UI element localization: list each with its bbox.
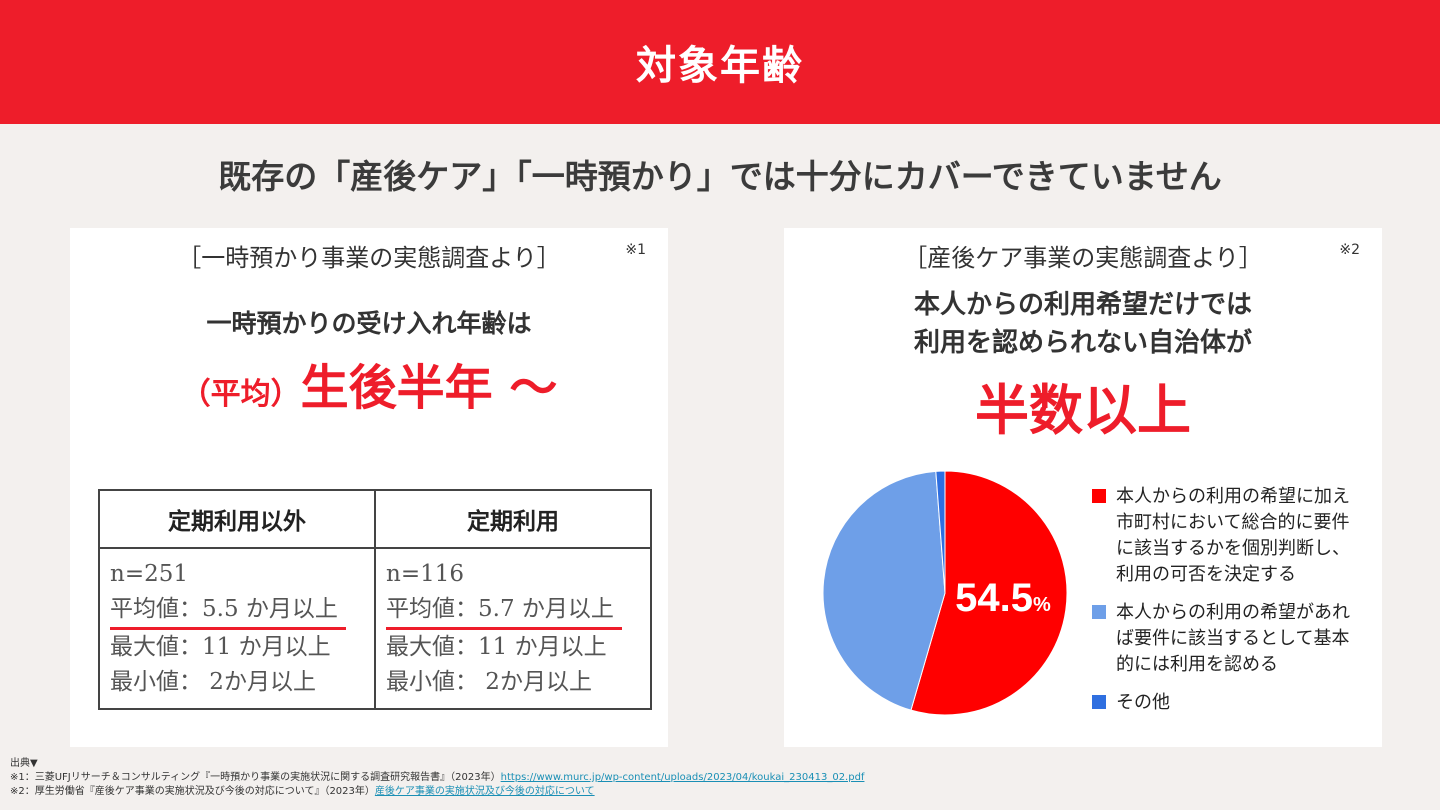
header-bar: 対象年齢 — [0, 0, 1440, 124]
chart-legend: 本人からの利用の希望に加え市町村において総合的に要件に該当するかを個別判断し、利… — [1092, 484, 1362, 728]
legend-swatch — [1092, 605, 1106, 619]
right-lead-line2: 利用を認められない自治体が — [913, 328, 1252, 358]
right-panel: ［産後ケア事業の実態調査より］ ※2 本人からの利用希望だけでは 利用を認められ… — [784, 228, 1382, 747]
legend-swatch — [1092, 489, 1106, 503]
table-header: 定期利用 — [375, 490, 651, 549]
legend-item: その他 — [1092, 690, 1362, 716]
age-table: 定期利用以外 定期利用 n=251 平均値：5.5 か月以上 最大値：11 か月… — [98, 489, 652, 710]
subtitle: 既存の「産後ケア」「一時預かり」では十分にカバーできていません — [218, 157, 1222, 196]
left-note-mark: ※1 — [625, 242, 646, 258]
pie-data-label: 54.5% — [955, 576, 1051, 620]
left-lead: 一時預かりの受け入れ年齢は — [206, 309, 532, 338]
left-panel: ［一時預かり事業の実態調査より］ ※1 一時預かりの受け入れ年齢は （平均）生後… — [70, 228, 668, 747]
source-2-text: ※2：厚生労働省『産後ケア事業の実施状況及び今後の対応について』（2023年） — [10, 786, 375, 797]
legend-item: 本人からの利用の希望があれば要件に該当するとして基本的には利用を認める — [1092, 600, 1362, 678]
right-note-mark: ※2 — [1339, 242, 1360, 258]
right-lead: 本人からの利用希望だけでは 利用を認められない自治体が — [784, 286, 1382, 362]
pie-slice-1 — [822, 470, 946, 711]
min-value: 最小値： 2か月以上 — [386, 669, 592, 695]
legend-swatch — [1092, 695, 1106, 709]
table-cell: n=251 平均値：5.5 か月以上 最大値：11 か月以上 最小値： 2か月以… — [99, 548, 376, 709]
sources-heading: 出典▼ — [10, 758, 38, 769]
min-value: 最小値： 2か月以上 — [110, 669, 316, 695]
pie-slice-2 — [935, 470, 946, 594]
table-header: 定期利用以外 — [99, 490, 376, 549]
highlight-main: 生後半年 〜 — [300, 360, 558, 416]
left-highlight: （平均）生後半年 〜 — [70, 348, 668, 418]
highlight-prefix: （平均） — [180, 377, 301, 412]
legend-label: 本人からの利用の希望に加え市町村において総合的に要件に該当するかを個別判断し、利… — [1116, 486, 1350, 585]
right-highlight: 半数以上 — [975, 379, 1191, 442]
legend-label: その他 — [1116, 692, 1170, 713]
source-2-link[interactable]: 産後ケア事業の実施状況及び今後の対応について — [374, 786, 595, 797]
max-value: 最大値：11 か月以上 — [110, 634, 331, 660]
average-value: 平均値：5.7 か月以上 — [386, 592, 622, 630]
legend-item: 本人からの利用の希望に加え市町村において総合的に要件に該当するかを個別判断し、利… — [1092, 484, 1362, 588]
left-panel-heading: ［一時預かり事業の実態調査より］ — [177, 244, 561, 272]
sources: 出典▼ ※1：三菱UFJリサーチ＆コンサルティング『一時預かり事業の実施状況に関… — [10, 757, 864, 799]
right-panel-heading: ［産後ケア事業の実態調査より］ — [903, 244, 1263, 272]
average-value: 平均値：5.5 か月以上 — [110, 592, 346, 630]
source-1-text: ※1：三菱UFJリサーチ＆コンサルティング『一時預かり事業の実施状況に関する調査… — [10, 772, 501, 783]
sample-size: n=116 — [386, 561, 464, 587]
pie-chart: 54.5% — [822, 470, 1068, 716]
max-value: 最大値：11 か月以上 — [386, 634, 607, 660]
legend-label: 本人からの利用の希望があれば要件に該当するとして基本的には利用を認める — [1116, 602, 1350, 675]
pie-slice-0 — [910, 470, 1068, 716]
source-1-link[interactable]: https://www.murc.jp/wp-content/uploads/2… — [500, 772, 865, 783]
page-title: 対象年齢 — [636, 43, 804, 89]
sample-size: n=251 — [110, 561, 188, 587]
table-cell: n=116 平均値：5.7 か月以上 最大値：11 か月以上 最小値： 2か月以… — [375, 548, 651, 709]
right-lead-line1: 本人からの利用希望だけでは — [913, 290, 1252, 320]
